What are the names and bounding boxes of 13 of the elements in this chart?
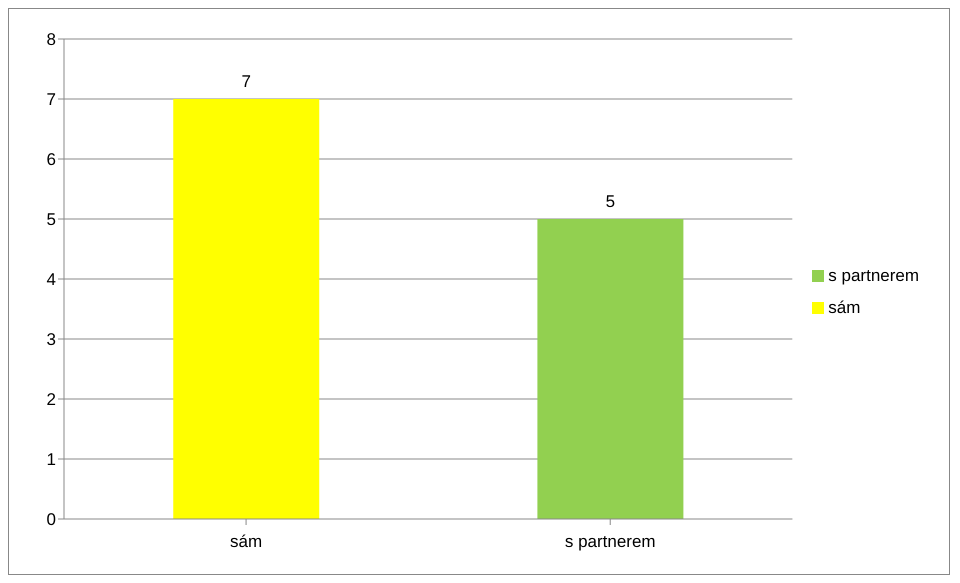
data-label: 5 <box>606 192 616 211</box>
y-tick-label: 4 <box>46 270 56 290</box>
y-tick-label: 7 <box>46 90 56 110</box>
y-tick-label: 1 <box>46 450 56 470</box>
legend-label: sám <box>828 298 860 316</box>
y-tick-label: 3 <box>46 330 56 350</box>
y-tick-label: 0 <box>46 510 56 530</box>
y-tick-label: 5 <box>46 210 56 230</box>
y-tick-label: 2 <box>46 390 56 410</box>
data-label: 7 <box>242 72 251 91</box>
y-tick-label: 6 <box>46 150 56 170</box>
legend-label: s partnerem <box>828 266 919 284</box>
y-tick-label: 8 <box>46 30 56 50</box>
